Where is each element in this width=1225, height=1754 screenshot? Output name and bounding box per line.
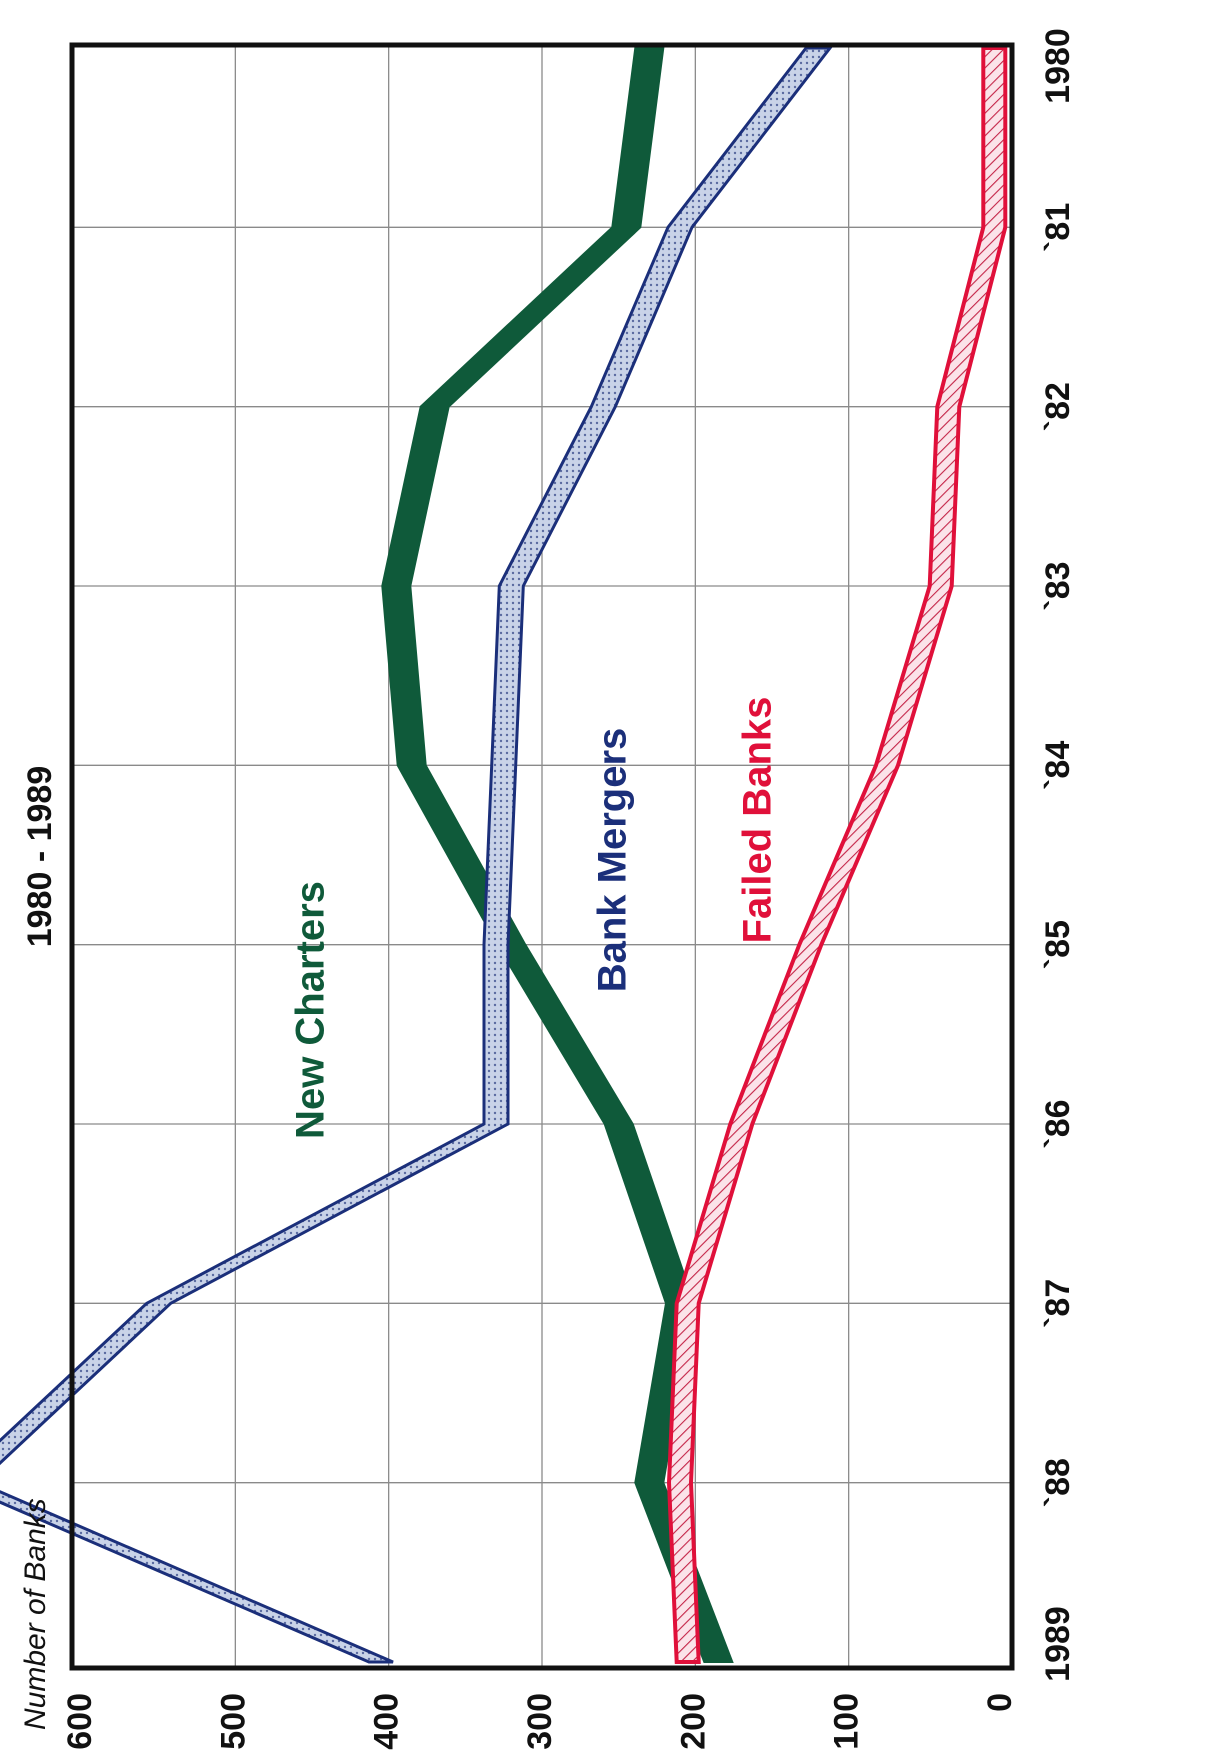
year-tick-label: `82 [1039, 382, 1077, 431]
year-tick-label: `81 [1039, 203, 1077, 252]
chart-subtitle: 1980 - 1989 [21, 766, 59, 948]
value-tick-label: 400 [368, 1693, 406, 1750]
year-tick-labels: 1980 `81 `82 `83 `84 `85 `86 `87 `88 1989 [1039, 28, 1077, 1682]
year-tick-label: `83 [1039, 561, 1077, 610]
grid [72, 45, 1012, 1668]
series-label-new-charters: New Charters [289, 881, 333, 1139]
year-tick-label: `84 [1039, 741, 1077, 790]
plot-frame [69, 42, 1015, 1671]
year-tick-label: `87 [1039, 1279, 1077, 1328]
value-tick-label: 0 [981, 1693, 1019, 1712]
series-bank-mergers [0, 46, 834, 1664]
value-tick-label: 600 [61, 1693, 99, 1750]
series-new-charters [381, 47, 734, 1663]
series-labels: New Charters Bank Mergers Failed Banks [289, 697, 780, 1139]
series-new-charters-ribbon [381, 47, 734, 1663]
value-tick-label: 200 [674, 1693, 712, 1750]
series-label-bank-mergers: Bank Mergers [591, 728, 635, 993]
year-tick-label: `85 [1039, 920, 1077, 969]
value-tick-label: 100 [828, 1693, 866, 1750]
year-tick-label: `88 [1039, 1458, 1077, 1507]
series-label-failed-banks: Failed Banks [736, 697, 780, 944]
series-bank-mergers-ribbon [0, 46, 834, 1664]
value-tick-label: 500 [214, 1693, 252, 1750]
y-axis-label: Number of Banks [19, 1498, 52, 1730]
series-failed-banks [666, 46, 1008, 1664]
value-tick-label: 300 [521, 1693, 559, 1750]
year-tick-label: 1980 [1039, 28, 1077, 104]
year-tick-label: 1989 [1039, 1606, 1077, 1682]
series-layer [0, 46, 1008, 1664]
value-tick-labels: 0 100 200 300 400 500 600 [61, 1693, 1019, 1750]
year-tick-label: `86 [1039, 1099, 1077, 1148]
series-failed-banks-ribbon [666, 46, 1008, 1664]
